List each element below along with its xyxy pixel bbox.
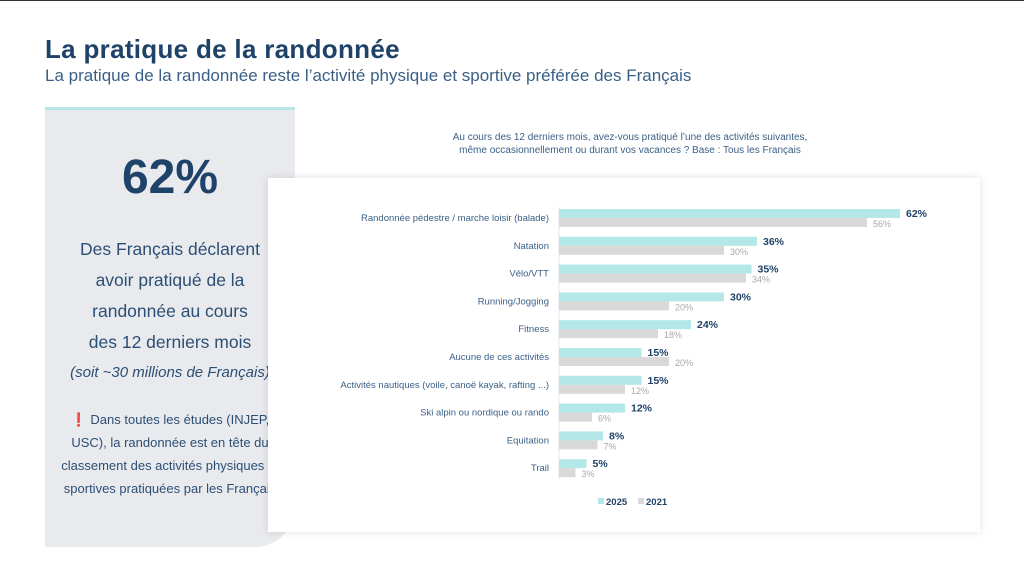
chart-card: Randonnée pédestre / marche loisir (bala… xyxy=(268,178,980,532)
value-label-2021: 7% xyxy=(604,441,617,451)
desc-line: randonnée au cours xyxy=(92,301,248,321)
category-label: Fitness xyxy=(518,324,549,335)
top-border xyxy=(0,0,1024,1)
category-label: Natation xyxy=(514,241,549,252)
bar-2021 xyxy=(559,329,658,339)
value-label-2021: 12% xyxy=(631,386,649,396)
value-label-2021: 34% xyxy=(752,275,770,285)
value-label-2021: 30% xyxy=(730,247,748,257)
bar-2025 xyxy=(559,348,642,357)
chart-title-line: même occasionnellement ou durant vos vac… xyxy=(459,145,801,156)
value-label-2025: 15% xyxy=(648,375,670,387)
bar-2021 xyxy=(559,412,592,422)
page-subtitle: La pratique de la randonnée reste l’acti… xyxy=(45,66,692,85)
category-label: Trail xyxy=(531,463,549,474)
note-text: ❗ Dans toutes les études (INJEP, USC), l… xyxy=(61,412,279,496)
value-label-2025: 5% xyxy=(593,458,609,470)
value-label-2025: 30% xyxy=(730,291,752,303)
chart-title-line: Au cours des 12 derniers mois, avez-vous… xyxy=(452,132,808,143)
bar-2025 xyxy=(559,431,603,441)
category-label: Running/Jogging xyxy=(478,296,549,307)
value-label-2021: 56% xyxy=(873,219,891,229)
category-label: Ski alpin ou nordique ou rando xyxy=(420,408,549,419)
chart-title: Au cours des 12 derniers mois, avez-vous… xyxy=(400,131,860,157)
key-figure: 62% xyxy=(121,151,219,204)
bar-2025 xyxy=(559,292,724,302)
category-label: Activités nautiques (voile, canoë kayak,… xyxy=(340,380,549,391)
bar-2021 xyxy=(559,440,598,450)
value-label-2025: 35% xyxy=(758,264,780,276)
value-label-2021: 18% xyxy=(664,330,682,340)
value-label-2021: 20% xyxy=(675,358,693,368)
legend-label: 2025 xyxy=(606,497,628,508)
value-label-2025: 12% xyxy=(631,403,653,415)
bar-2025 xyxy=(559,320,691,330)
bar-2025 xyxy=(559,459,587,469)
value-label-2021: 20% xyxy=(675,302,693,312)
desc-line: des 12 derniers mois xyxy=(88,332,252,352)
desc-italic: (soit ~30 millions de Français) xyxy=(70,364,270,381)
value-label-2025: 8% xyxy=(609,430,625,442)
bar-2021 xyxy=(559,273,746,283)
key-figure-panel: 62% Des Français déclarent avoir pratiqu… xyxy=(45,107,295,547)
legend-label: 2021 xyxy=(646,497,668,508)
legend-swatch xyxy=(638,498,644,504)
bar-2021 xyxy=(559,384,625,394)
bar-2025 xyxy=(559,403,625,413)
value-label-2021: 6% xyxy=(598,414,611,424)
value-label-2021: 3% xyxy=(582,469,595,479)
value-label-2025: 36% xyxy=(763,236,785,248)
value-label-2025: 15% xyxy=(648,347,670,359)
desc-line: Des Français déclarent xyxy=(80,239,260,259)
bar-2025 xyxy=(559,264,752,274)
value-label-2025: 24% xyxy=(697,319,719,331)
key-figure-description: Des Français déclarent avoir pratiqué de… xyxy=(45,234,295,388)
legend-swatch xyxy=(598,498,604,504)
desc-line: avoir pratiqué de la xyxy=(95,270,245,290)
bar-chart: Randonnée pédestre / marche loisir (bala… xyxy=(340,207,928,508)
bar-2021 xyxy=(559,218,867,227)
bar-2021 xyxy=(559,468,576,478)
bar-2025 xyxy=(559,375,642,385)
category-label: Vélo/VTT xyxy=(509,269,549,280)
bar-2025 xyxy=(559,209,900,218)
category-label: Equitation xyxy=(507,435,549,446)
category-label: Aucune de ces activités xyxy=(449,352,549,363)
value-label-2025: 62% xyxy=(906,208,928,220)
bar-2021 xyxy=(559,357,669,366)
bar-2025 xyxy=(559,236,757,246)
page-title: La pratique de la randonnée xyxy=(45,34,400,64)
bar-2021 xyxy=(559,245,724,255)
category-label: Randonnée pédestre / marche loisir (bala… xyxy=(361,213,549,224)
bar-2021 xyxy=(559,301,669,311)
